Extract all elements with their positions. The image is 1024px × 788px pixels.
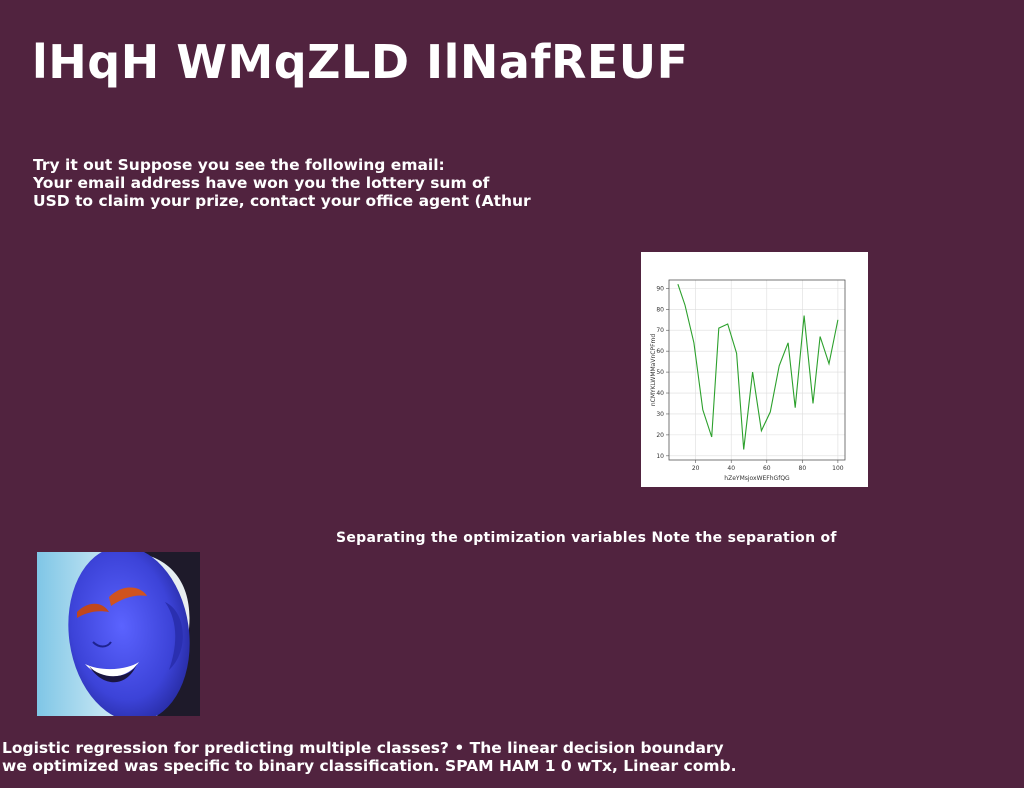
y-tick-label: 40 bbox=[656, 390, 664, 397]
bottom-line: we optimized was specific to binary clas… bbox=[2, 757, 737, 775]
y-tick-label: 60 bbox=[656, 348, 664, 355]
x-tick-label: 60 bbox=[763, 465, 771, 472]
line-chart: 20 40 60 80 100 10 20 30 40 50 60 70 80 90 hZeYMsjoxW… bbox=[641, 252, 868, 487]
bottom-text: Logistic regression for predicting multi… bbox=[2, 739, 737, 775]
y-tick-label: 30 bbox=[656, 411, 664, 418]
x-tick-label: 40 bbox=[727, 465, 735, 472]
x-axis-label: hZeYMsjoxWEFhGfQG bbox=[724, 475, 790, 482]
y-axis-label: nCMYKLWMMaVnCPFmd bbox=[650, 334, 657, 407]
x-tick-label: 80 bbox=[799, 465, 807, 472]
page-title: lHqH WMqZLD IlNafREUF bbox=[32, 35, 689, 89]
chart-ticks: 20 40 60 80 100 10 20 30 40 50 60 70 80 90 bbox=[656, 285, 843, 472]
intro-text: Try it out Suppose you see the following… bbox=[33, 156, 531, 210]
y-tick-label: 50 bbox=[656, 369, 664, 376]
plot-frame bbox=[668, 279, 846, 461]
x-tick-label: 20 bbox=[692, 465, 700, 472]
intro-line: Your email address have won you the lott… bbox=[33, 174, 490, 192]
portrait-photo bbox=[37, 552, 200, 716]
portrait-illustration bbox=[37, 552, 200, 716]
series-line bbox=[677, 284, 839, 450]
bottom-line: Logistic regression for predicting multi… bbox=[2, 739, 724, 757]
y-tick-label: 80 bbox=[656, 306, 664, 313]
caption-text: Separating the optimization variables No… bbox=[336, 530, 837, 546]
y-tick-label: 20 bbox=[656, 432, 664, 439]
chart-grid bbox=[669, 280, 845, 460]
x-tick-label: 100 bbox=[832, 465, 844, 472]
intro-line: Try it out Suppose you see the following… bbox=[33, 156, 445, 174]
y-tick-label: 70 bbox=[656, 327, 664, 334]
y-tick-label: 90 bbox=[656, 285, 664, 292]
intro-line: USD to claim your prize, contact your of… bbox=[33, 192, 531, 210]
y-tick-label: 10 bbox=[656, 453, 664, 460]
line-chart-svg: 20 40 60 80 100 10 20 30 40 50 60 70 80 90 hZeYMsjoxW… bbox=[650, 279, 846, 482]
